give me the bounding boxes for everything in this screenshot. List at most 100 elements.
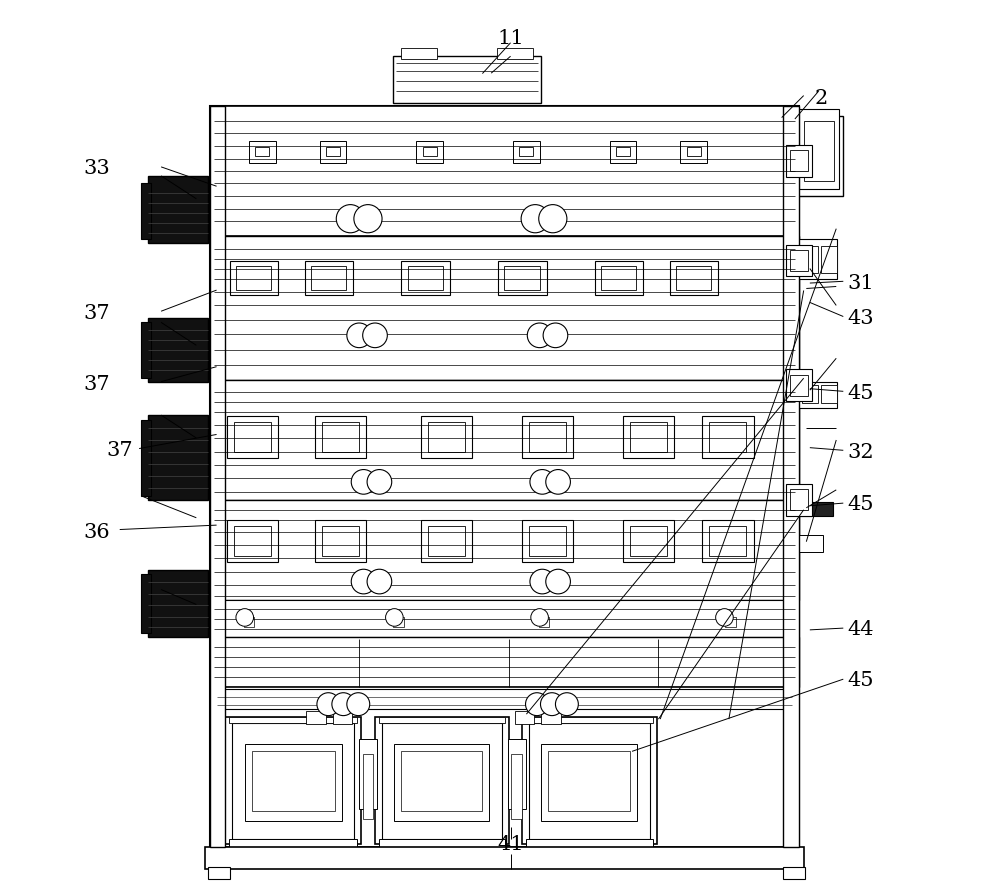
Bar	[210, 687, 799, 847]
Text: 2: 2	[815, 88, 828, 108]
Bar	[610, 141, 636, 162]
Circle shape	[540, 693, 563, 715]
Circle shape	[317, 693, 340, 715]
Bar	[515, 711, 534, 724]
Circle shape	[546, 570, 570, 594]
Bar	[526, 717, 653, 723]
Bar	[252, 751, 335, 811]
Bar	[210, 600, 799, 638]
Circle shape	[531, 608, 548, 626]
Bar	[511, 754, 522, 819]
Circle shape	[716, 608, 733, 626]
Bar	[225, 717, 361, 844]
Bar	[393, 617, 404, 628]
Bar	[229, 839, 357, 847]
Bar	[401, 751, 482, 811]
Bar	[799, 502, 833, 516]
Bar	[799, 109, 839, 189]
Bar	[249, 141, 276, 162]
Bar	[795, 116, 843, 196]
Bar	[236, 266, 271, 291]
Bar	[522, 520, 573, 562]
Bar	[790, 150, 808, 171]
Bar	[210, 236, 799, 381]
Bar	[548, 751, 630, 811]
Bar	[245, 744, 342, 821]
Circle shape	[543, 323, 568, 348]
Bar	[519, 147, 533, 156]
Bar	[783, 106, 799, 847]
Bar	[513, 141, 540, 162]
Bar	[804, 121, 834, 181]
Bar	[539, 617, 549, 628]
Bar	[623, 416, 674, 458]
Bar	[148, 319, 208, 382]
Bar	[702, 520, 754, 562]
Bar	[529, 422, 566, 452]
Bar	[541, 744, 637, 821]
Bar	[709, 422, 746, 452]
Bar	[205, 847, 804, 869]
Bar	[322, 422, 359, 452]
Circle shape	[555, 693, 578, 715]
Circle shape	[351, 570, 376, 594]
Bar	[255, 147, 269, 156]
Bar	[363, 754, 373, 819]
Bar	[421, 520, 472, 562]
Circle shape	[363, 323, 387, 348]
Circle shape	[386, 608, 403, 626]
Text: 33: 33	[83, 159, 110, 178]
Text: 32: 32	[848, 442, 874, 462]
Bar	[394, 744, 489, 821]
Bar	[148, 176, 208, 243]
Bar	[623, 520, 674, 562]
Bar	[326, 147, 340, 156]
Text: 44: 44	[848, 621, 874, 639]
Bar	[408, 266, 443, 291]
Bar	[232, 723, 354, 839]
Bar	[783, 866, 805, 879]
Bar	[786, 245, 812, 276]
Bar	[504, 266, 540, 291]
Bar	[428, 525, 465, 555]
Bar	[687, 147, 701, 156]
Bar	[541, 711, 561, 724]
Bar	[676, 266, 711, 291]
Bar	[208, 866, 230, 879]
Bar	[234, 525, 271, 555]
Bar	[498, 260, 547, 296]
Bar	[630, 422, 667, 452]
Circle shape	[521, 205, 549, 233]
Bar	[375, 717, 509, 844]
Bar	[790, 374, 808, 396]
Bar	[320, 141, 346, 162]
Bar	[305, 260, 353, 296]
Bar	[393, 57, 541, 103]
Text: 31: 31	[848, 274, 874, 292]
Bar	[802, 385, 818, 404]
Circle shape	[527, 323, 552, 348]
Bar	[401, 49, 437, 59]
Circle shape	[539, 205, 567, 233]
Circle shape	[367, 570, 392, 594]
Text: 41: 41	[497, 835, 524, 854]
Bar	[601, 266, 636, 291]
Bar	[401, 260, 450, 296]
Bar	[141, 574, 151, 633]
Bar	[212, 690, 797, 709]
Bar	[230, 260, 278, 296]
Circle shape	[336, 205, 364, 233]
Bar	[379, 839, 505, 847]
Circle shape	[526, 693, 548, 715]
Bar	[630, 525, 667, 555]
Bar	[382, 723, 502, 839]
Bar	[795, 238, 837, 278]
Bar	[315, 520, 366, 562]
Bar	[141, 183, 151, 238]
Circle shape	[347, 323, 371, 348]
Text: 37: 37	[106, 441, 133, 460]
Bar	[379, 717, 505, 723]
Bar	[227, 520, 278, 562]
Bar	[416, 141, 443, 162]
Bar	[790, 489, 808, 510]
